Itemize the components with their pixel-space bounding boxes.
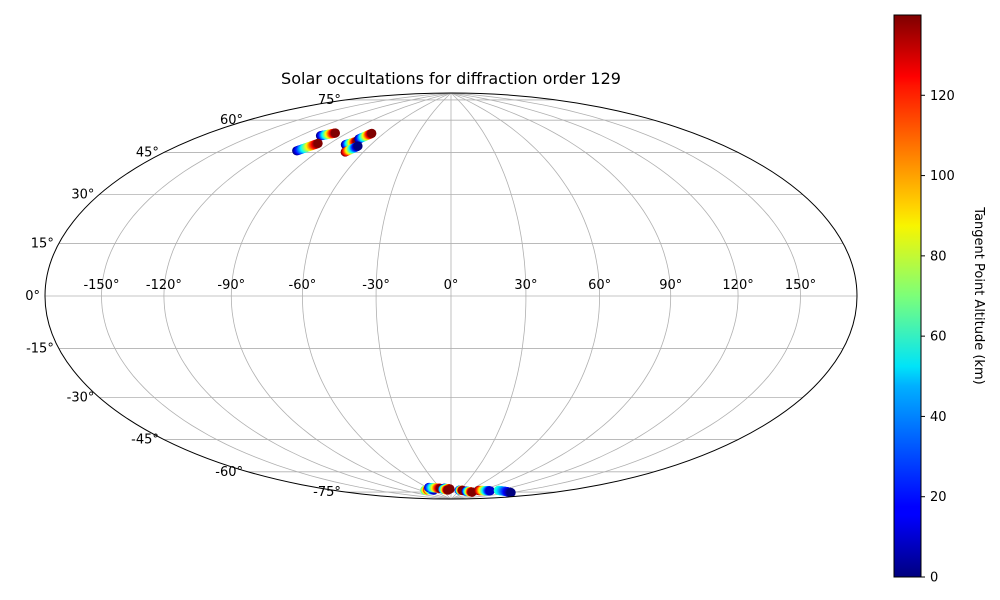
map-boundary [44, 92, 858, 500]
longitude-tick-label: 60° [588, 278, 611, 293]
longitude-tick-label: 30° [514, 278, 537, 293]
colorbar: 0 20 40 60 80 100 120 Tangent Point Altitude (… [893, 14, 986, 586]
latitude-tick-label: -30° [67, 391, 95, 406]
longitude-tick-label: -120° [146, 278, 182, 293]
latitude-tick-label: 45° [136, 145, 159, 160]
colorbar-tick-label: 0 [930, 571, 938, 586]
colorbar-tick-label: 20 [930, 490, 947, 505]
latitude-tick-label: 0° [25, 289, 40, 304]
longitude-tick-label: 0° [444, 278, 459, 293]
latitude-tick-label: 15° [31, 236, 54, 251]
colorbar-tick-label: 120 [930, 89, 955, 104]
colorbar-tick-label: 60 [930, 330, 947, 345]
occultation-points [292, 128, 516, 498]
latitude-tick-label: 30° [71, 188, 94, 203]
longitude-tick-label: -60° [289, 278, 317, 293]
latitude-tick-label: -60° [215, 465, 243, 480]
latitude-tick-label: 75° [318, 93, 341, 108]
occultation-point [313, 138, 323, 148]
colorbar-ticks: 0 20 40 60 80 100 120 [921, 89, 955, 586]
occultation-point [485, 486, 495, 496]
colorbar-tick-label: 100 [930, 169, 955, 184]
occultation-point [330, 128, 340, 138]
latitude-tick-label: -45° [131, 433, 159, 448]
colorbar-tick-label: 80 [930, 249, 947, 264]
chart-title: Solar occultations for diffraction order… [281, 69, 621, 88]
occultation-point [506, 488, 516, 498]
latitude-tick-label: 60° [220, 113, 243, 128]
colorbar-gradient [893, 14, 922, 578]
longitude-tick-label: -150° [83, 278, 119, 293]
latitude-tick-label: -75° [313, 485, 341, 500]
latitude-tick-label: -15° [26, 342, 54, 357]
longitude-tick-label: -30° [362, 278, 390, 293]
occultation-point [443, 485, 453, 495]
colorbar-tick-label: 40 [930, 410, 947, 425]
longitude-tick-label: 120° [722, 278, 753, 293]
longitude-tick-label: -90° [217, 278, 245, 293]
longitude-tick-labels: -150° -120° -90° -60° -30° 0° 30° 60° 90° 120° 150… [83, 278, 816, 293]
occultation-point [353, 141, 363, 151]
longitude-tick-label: 150° [785, 278, 816, 293]
colorbar-label: Tangent Point Altitude (km) [971, 206, 986, 384]
map-area [45, 93, 857, 499]
occultation-point [367, 128, 377, 138]
longitude-tick-label: 90° [659, 278, 682, 293]
graticule [45, 93, 857, 499]
latitude-tick-labels: -75° -60° -45° -30° -15° 0° 15° 30° 45° 60° 75° [25, 93, 341, 500]
